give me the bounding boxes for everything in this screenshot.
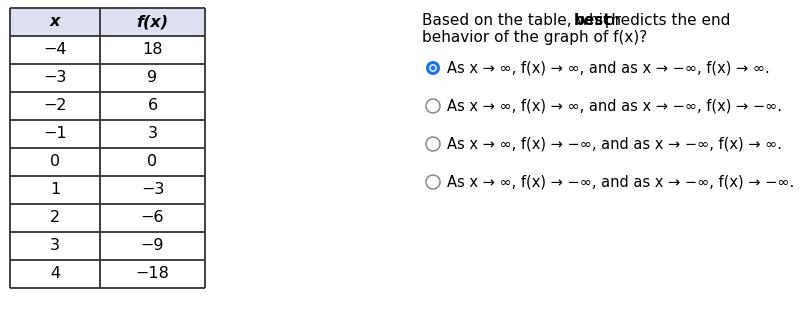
Text: Based on the table, which: Based on the table, which — [422, 13, 626, 28]
Text: −3: −3 — [43, 70, 66, 85]
Text: 2: 2 — [50, 211, 60, 225]
Text: best: best — [574, 13, 612, 28]
Text: 0: 0 — [147, 155, 158, 170]
Text: 9: 9 — [147, 70, 158, 85]
Text: −18: −18 — [135, 266, 170, 281]
Text: x: x — [50, 14, 60, 29]
Bar — [10, 8, 205, 36]
Text: −2: −2 — [43, 99, 66, 114]
Text: predicts the end: predicts the end — [600, 13, 730, 28]
Text: −4: −4 — [43, 43, 66, 58]
Text: As x → ∞, f(x) → −∞, and as x → −∞, f(x) → −∞.: As x → ∞, f(x) → −∞, and as x → −∞, f(x)… — [447, 175, 794, 189]
Text: 6: 6 — [147, 99, 158, 114]
Text: behavior of the graph of f(x)?: behavior of the graph of f(x)? — [422, 30, 647, 45]
Circle shape — [426, 99, 440, 113]
Circle shape — [426, 137, 440, 151]
Text: 18: 18 — [142, 43, 162, 58]
Text: 4: 4 — [50, 266, 60, 281]
Text: As x → ∞, f(x) → −∞, and as x → −∞, f(x) → ∞.: As x → ∞, f(x) → −∞, and as x → −∞, f(x)… — [447, 136, 782, 151]
Text: f(x): f(x) — [137, 14, 169, 29]
Text: −6: −6 — [141, 211, 164, 225]
Circle shape — [429, 64, 437, 72]
Circle shape — [426, 175, 440, 189]
Text: 3: 3 — [50, 239, 60, 254]
Circle shape — [430, 65, 435, 70]
Text: As x → ∞, f(x) → ∞, and as x → −∞, f(x) → −∞.: As x → ∞, f(x) → ∞, and as x → −∞, f(x) … — [447, 99, 782, 114]
Text: −9: −9 — [141, 239, 164, 254]
Text: −1: −1 — [43, 126, 67, 141]
Text: 0: 0 — [50, 155, 60, 170]
Text: 1: 1 — [50, 182, 60, 198]
Text: 3: 3 — [147, 126, 158, 141]
Circle shape — [426, 61, 440, 75]
Text: As x → ∞, f(x) → ∞, and as x → −∞, f(x) → ∞.: As x → ∞, f(x) → ∞, and as x → −∞, f(x) … — [447, 60, 770, 75]
Text: −3: −3 — [141, 182, 164, 198]
